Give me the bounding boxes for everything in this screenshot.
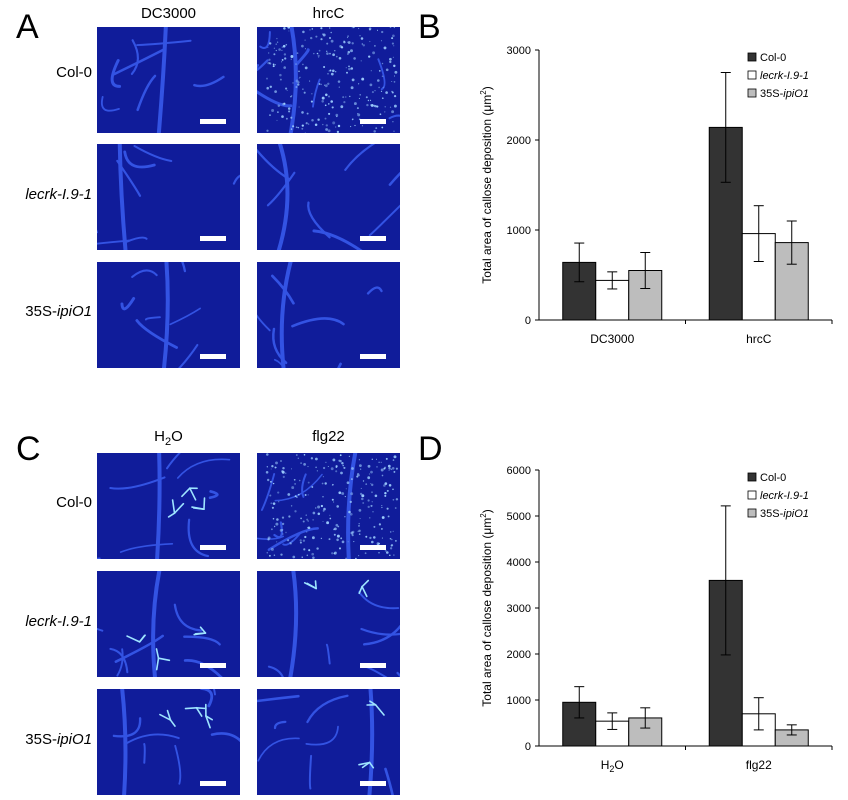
- y-tick-label: 1000: [507, 225, 531, 237]
- y-tick-label: 2000: [507, 135, 531, 147]
- col-title-h2o: H2O: [154, 428, 183, 448]
- y-axis-label: Total area of callose deposition (μm2): [479, 86, 494, 283]
- error-bar: [574, 242, 585, 283]
- legend-label: lecrk-I.9-1: [760, 490, 809, 502]
- error-bar: [720, 72, 731, 183]
- row-label-lecrk-c: lecrk-I.9-1: [25, 613, 92, 630]
- legend-label: lecrk-I.9-1: [760, 70, 809, 82]
- legend-swatch: [747, 508, 757, 518]
- y-tick-label: 2000: [507, 649, 531, 661]
- x-tick-label: hrcC: [746, 332, 772, 346]
- y-tick-label: 4000: [507, 557, 531, 569]
- x-tick-label: DC3000: [590, 332, 634, 346]
- error-bar: [640, 707, 651, 729]
- row-label-lecrk-a: lecrk-I.9-1: [25, 186, 92, 203]
- micrograph-a-ipio1-dc3000: [97, 262, 240, 368]
- legend-label: 35S-ipiO1: [760, 508, 809, 520]
- error-bar: [753, 205, 764, 262]
- y-tick-label: 0: [525, 741, 531, 753]
- micrograph-c-lecrk-flg22: [257, 571, 400, 677]
- panel-label-c: C: [16, 430, 41, 468]
- micrograph-c-lecrk-h2o: [97, 571, 240, 677]
- col-title-hrcc: hrcC: [312, 5, 345, 22]
- col-title-flg22: flg22: [312, 428, 345, 445]
- micrograph-a-col0-dc3000: [97, 27, 240, 133]
- legend-label: 35S-ipiO1: [760, 88, 809, 100]
- legend-swatch: [747, 472, 757, 482]
- error-bar: [607, 271, 618, 290]
- micrograph-a-col0-hrcc: [257, 27, 400, 133]
- panel-label-d: D: [418, 430, 443, 468]
- row-label-col0-c: Col-0: [56, 494, 92, 511]
- error-bar: [607, 712, 618, 730]
- chart-d: 0 1000 2000 3000 4000 5000 6000 Total area of c…: [479, 465, 833, 774]
- micrograph-c-ipio1-h2o: [97, 689, 240, 795]
- micrograph-a-ipio1-hrcc: [257, 262, 400, 368]
- micrograph-c-col0-h2o: [97, 453, 240, 559]
- legend-label: Col-0: [760, 472, 786, 484]
- micrograph-a-lecrk-dc3000: [97, 144, 240, 250]
- error-bar: [720, 505, 731, 656]
- legend-swatch: [747, 70, 757, 80]
- y-tick-label: 0: [525, 315, 531, 327]
- legend-swatch: [747, 490, 757, 500]
- x-tick-label: flg22: [746, 758, 772, 772]
- x-tick-label: H2O: [601, 758, 624, 774]
- y-tick-label: 1000: [507, 695, 531, 707]
- row-label-ipio1-c: 35S-ipiO1: [25, 731, 92, 748]
- micrograph-c-ipio1-flg22: [257, 689, 400, 795]
- row-label-ipio1-a: 35S-ipiO1: [25, 303, 92, 320]
- row-label-col0-a: Col-0: [56, 64, 92, 81]
- legend-swatch: [747, 88, 757, 98]
- error-bar: [753, 697, 764, 731]
- error-bar: [574, 686, 585, 719]
- chart-b: 0 1000 2000 3000 Total area of callose depos…: [479, 45, 833, 346]
- micrograph-c-col0-flg22: [257, 453, 400, 559]
- y-tick-label: 3000: [507, 45, 531, 57]
- legend-swatch: [747, 52, 757, 62]
- error-bar: [786, 220, 797, 265]
- panel-label-b: B: [418, 8, 441, 46]
- y-tick-label: 5000: [507, 511, 531, 523]
- micrograph-a-lecrk-hrcc: [257, 144, 400, 250]
- y-tick-label: 6000: [507, 465, 531, 477]
- panel-label-a: A: [16, 8, 39, 46]
- error-bar: [640, 252, 651, 289]
- error-bar: [786, 724, 797, 736]
- legend-label: Col-0: [760, 52, 786, 64]
- col-title-dc3000: DC3000: [140, 5, 197, 22]
- y-axis-label: Total area of callose deposition (μm2): [479, 509, 494, 706]
- y-tick-label: 3000: [507, 603, 531, 615]
